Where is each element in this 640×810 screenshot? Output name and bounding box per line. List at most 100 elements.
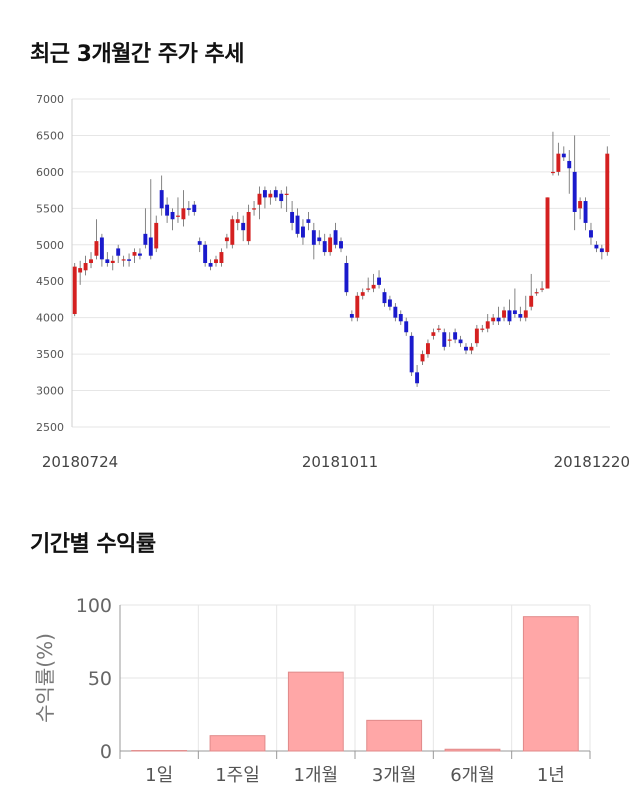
- candle-body: [398, 314, 403, 322]
- candle-body: [480, 328, 485, 330]
- bar-x-tick-label: 6개월: [450, 765, 495, 786]
- candle: [366, 277, 371, 293]
- candle: [420, 350, 425, 366]
- candle: [545, 197, 550, 289]
- candle: [224, 233, 229, 249]
- candle-body: [290, 211, 295, 223]
- candle-y-ticks: 2500 3000 3500 4000 4500 5000 5500 6000 6500 7000: [36, 93, 64, 434]
- candle-body: [464, 346, 468, 351]
- candle-body: [159, 190, 164, 209]
- candle: [89, 252, 93, 269]
- candle: [159, 175, 164, 216]
- y-tick-2500: 2500: [36, 421, 64, 434]
- y-tick-4500: 4500: [36, 275, 64, 288]
- candle: [295, 208, 300, 238]
- candle-body: [474, 328, 479, 344]
- candle-body: [317, 237, 322, 242]
- candle: [143, 208, 148, 249]
- candle-body: [583, 201, 588, 223]
- candle: [110, 255, 115, 271]
- bar-5: [522, 616, 579, 752]
- candle: [464, 343, 468, 355]
- candle-body: [556, 153, 561, 172]
- candle-body: [415, 372, 420, 384]
- candle-x-ticks: 20180724 20181011 20181220: [42, 453, 630, 471]
- candle-body: [165, 204, 170, 216]
- candle-body: [235, 219, 240, 223]
- candle: [170, 208, 175, 231]
- candle-body: [377, 277, 381, 285]
- candle: [523, 295, 528, 322]
- candle: [186, 201, 191, 216]
- candle-body: [447, 339, 452, 341]
- candle-body: [339, 241, 343, 249]
- candles: [72, 131, 610, 387]
- candle-body: [137, 253, 142, 256]
- candle-body: [279, 193, 284, 202]
- candle-body: [344, 263, 349, 293]
- bar-x-tick-label: 1일: [145, 765, 173, 786]
- bar-x-ticks: 1일 1주일 1개월 3개월 6개월 1년: [145, 751, 591, 786]
- candle-body: [116, 248, 121, 256]
- candle: [578, 197, 583, 220]
- candle: [518, 306, 523, 322]
- candle-body: [518, 314, 523, 318]
- bar-y-axis-label: 수익률(%): [33, 633, 57, 723]
- candle: [339, 237, 343, 253]
- candle-body: [143, 233, 148, 245]
- candle-body: [502, 310, 506, 318]
- candle: [550, 131, 555, 176]
- candle-body: [176, 215, 180, 217]
- candle-body: [203, 244, 208, 263]
- y-tick-3500: 3500: [36, 348, 64, 361]
- period-return-title: 기간별 수익률: [30, 532, 156, 557]
- candle: [72, 263, 77, 317]
- candle: [349, 310, 354, 322]
- y-tick-6000: 6000: [36, 166, 64, 179]
- candle: [262, 186, 267, 209]
- bar-grid: [119, 604, 591, 759]
- candle: [512, 288, 517, 318]
- candle: [311, 222, 316, 260]
- candle-body: [550, 171, 555, 174]
- candle: [458, 335, 463, 347]
- candle-body: [284, 193, 289, 195]
- candle: [453, 328, 458, 344]
- candle: [436, 324, 441, 333]
- candle-body: [273, 190, 278, 198]
- candle: [148, 179, 153, 260]
- candle-body: [589, 230, 593, 238]
- candle: [480, 324, 485, 333]
- candle: [605, 146, 610, 256]
- candle-body: [453, 332, 458, 340]
- candle-body: [436, 328, 441, 330]
- candle-body: [567, 160, 572, 169]
- candle: [197, 237, 202, 253]
- candle-body: [214, 259, 218, 263]
- candle-body: [545, 197, 550, 289]
- candle-body: [458, 339, 463, 344]
- candle-body: [89, 259, 93, 263]
- candle: [306, 211, 311, 231]
- candle: [594, 241, 599, 253]
- price-trend-title: 최근 3개월간 주가 추세: [30, 42, 244, 67]
- candle-grid: [71, 98, 610, 428]
- candle-body: [561, 153, 566, 158]
- x-tick-label: 20181220: [554, 453, 630, 471]
- candle-body: [366, 288, 371, 290]
- bar-x-tick-label: 3개월: [372, 765, 417, 786]
- candle-body: [425, 343, 430, 355]
- candle: [409, 332, 414, 376]
- x-tick-label: 20180724: [42, 453, 118, 471]
- candle-body: [409, 335, 414, 373]
- candle: [246, 204, 251, 245]
- candle: [105, 252, 110, 267]
- bar-3: [366, 719, 423, 752]
- candle-body: [534, 292, 539, 294]
- candle: [241, 215, 246, 242]
- candle: [474, 324, 479, 347]
- candle-body: [252, 208, 257, 210]
- candle: [404, 317, 409, 336]
- candle: [415, 365, 420, 387]
- candle: [284, 186, 289, 212]
